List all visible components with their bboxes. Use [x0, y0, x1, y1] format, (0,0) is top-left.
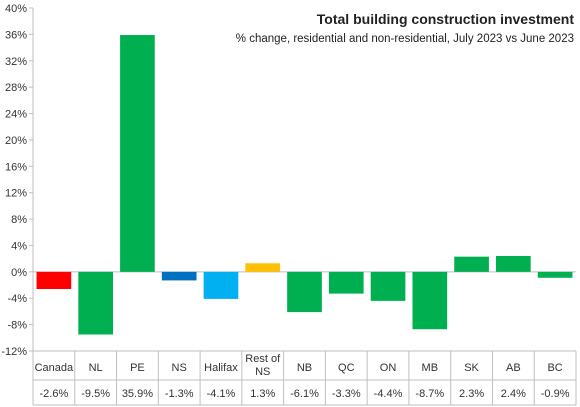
data-label: -9.5%: [81, 388, 110, 400]
y-tick-label: 12%: [5, 188, 27, 200]
bar: [537, 271, 573, 278]
category-label: BC: [547, 362, 562, 374]
category-label: NB: [297, 362, 312, 374]
category-label: PE: [130, 362, 145, 374]
y-tick-label: 20%: [5, 135, 27, 147]
bar: [245, 263, 281, 272]
y-tick-label: -8%: [7, 320, 27, 332]
bar: [120, 35, 155, 272]
bar: [287, 271, 322, 313]
bar: [36, 271, 72, 289]
y-tick-label: 4%: [11, 240, 27, 252]
y-tick-label: -12%: [1, 346, 27, 358]
chart-title: Total building construction investment: [316, 11, 574, 27]
category-label: ON: [380, 362, 397, 374]
y-tick-label: 16%: [5, 161, 27, 173]
bar: [328, 271, 364, 294]
data-label: 1.3%: [250, 388, 275, 400]
bar: [454, 256, 489, 272]
data-label: -4.1%: [207, 388, 236, 400]
category-label: MB: [422, 362, 439, 374]
category-label: Rest of: [245, 353, 281, 365]
data-label: -8.7%: [415, 388, 444, 400]
bar: [412, 271, 448, 330]
y-tick-label: 24%: [5, 109, 27, 121]
y-tick-label: -4%: [7, 293, 27, 305]
bar: [161, 271, 197, 281]
y-tick-label: 0%: [11, 267, 27, 279]
data-label: -6.1%: [290, 388, 319, 400]
data-label: -0.9%: [541, 388, 570, 400]
bar: [496, 256, 531, 272]
bar: [370, 271, 406, 301]
category-label: QC: [338, 362, 355, 374]
data-label: 35.9%: [122, 388, 153, 400]
y-tick-label: 8%: [11, 214, 27, 226]
y-tick-label: 32%: [5, 56, 27, 68]
data-label: -1.3%: [165, 388, 194, 400]
y-tick-label: 28%: [5, 82, 27, 94]
y-tick-label: 40%: [5, 3, 27, 15]
bar: [78, 271, 113, 335]
category-label: Canada: [35, 362, 74, 374]
data-label: -2.6%: [40, 388, 69, 400]
category-label: NL: [89, 362, 103, 374]
category-label: NS: [255, 366, 270, 378]
y-tick-label: 36%: [5, 29, 27, 41]
data-label: -3.3%: [332, 388, 361, 400]
data-label: 2.3%: [459, 388, 484, 400]
bar: [203, 271, 239, 299]
category-label: NS: [172, 362, 187, 374]
chart-subtitle: % change, residential and non-residentia…: [235, 33, 574, 45]
data-label: 2.4%: [501, 388, 526, 400]
category-label: AB: [506, 362, 521, 374]
category-label: SK: [464, 362, 479, 374]
data-label: -4.4%: [374, 388, 403, 400]
category-label: Halifax: [204, 362, 238, 374]
